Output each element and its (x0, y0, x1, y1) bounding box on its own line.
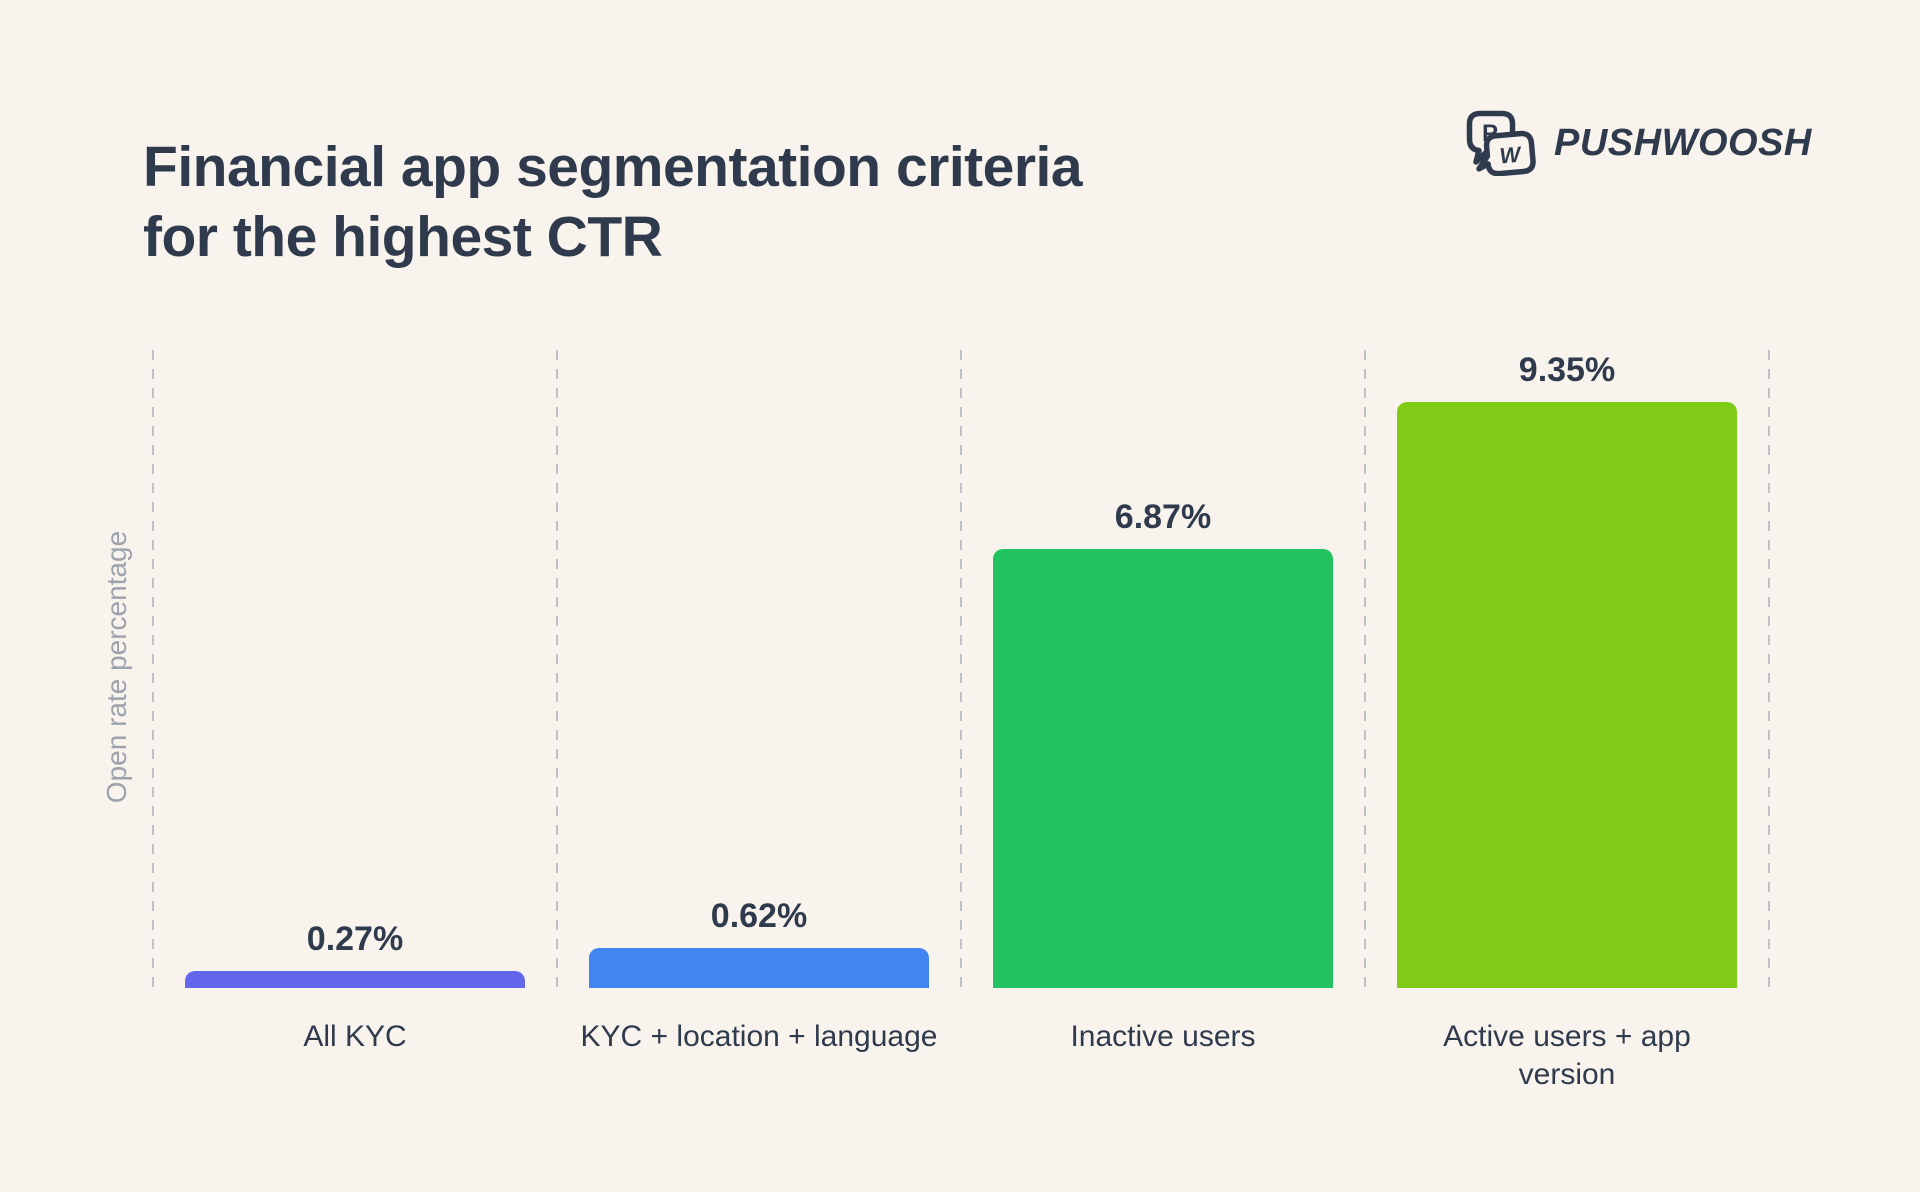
pushwoosh-logo: P W PUSHWOOSH (1466, 110, 1818, 176)
x-axis-category-labels: All KYC KYC + location + language Inactive… (153, 1018, 1769, 1094)
bar-value-label: 9.35% (1518, 351, 1616, 389)
category-label-line: Inactive users (1070, 1020, 1256, 1053)
pushwoosh-bubbles-icon: P W (1466, 110, 1536, 176)
bar-active-users-app-version (1397, 402, 1737, 988)
category-label-line: version (1518, 1058, 1616, 1091)
grid-line-4 (1364, 350, 1366, 988)
bar-value-label: 6.87% (1114, 498, 1212, 536)
category-label-4: Active users + app version (1365, 1018, 1769, 1094)
grid-line-5 (1768, 350, 1770, 988)
page-title-line-2: for the highest CTR (143, 205, 663, 270)
bar-column-1: 0.27% (153, 350, 557, 988)
bar-column-3: 6.87% (961, 350, 1365, 988)
category-label-line: All KYC (303, 1020, 407, 1053)
bar-columns: 0.27% 0.62% 6.87% 9.35% (153, 350, 1769, 988)
y-axis-label: Open rate percentage (101, 530, 132, 804)
category-label-line: Active users + app (1443, 1020, 1691, 1053)
bar-all-kyc (185, 971, 525, 988)
svg-text:W: W (1498, 142, 1523, 169)
category-label-1: All KYC (153, 1018, 557, 1094)
grid-line-1 (152, 350, 154, 988)
bar-value-label: 0.27% (306, 920, 404, 958)
category-label-line: KYC + location + language (580, 1020, 938, 1053)
grid-line-2 (556, 350, 558, 988)
bar-chart-plot-area: 0.27% 0.62% 6.87% 9.35% (152, 350, 1770, 988)
category-label-2: KYC + location + language (557, 1018, 961, 1094)
brand-name: PUSHWOOSH (1554, 121, 1812, 164)
bar-kyc-location-language (589, 948, 929, 988)
bar-value-label: 0.62% (710, 897, 808, 935)
grid-line-3 (960, 350, 962, 988)
page-title-line-1: Financial app segmentation criteria (143, 135, 1083, 200)
bar-column-4: 9.35% (1365, 350, 1769, 988)
category-label-3: Inactive users (961, 1018, 1365, 1094)
page-title: Financial app segmentation criteria for t… (143, 132, 1083, 272)
bar-inactive-users (993, 549, 1333, 988)
bar-column-2: 0.62% (557, 350, 961, 988)
